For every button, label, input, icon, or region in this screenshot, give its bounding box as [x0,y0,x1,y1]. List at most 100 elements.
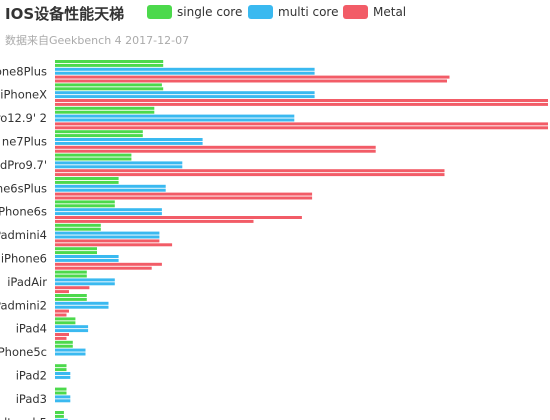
bar-2-2-0[interactable] [55,122,548,126]
bar-0-12-1[interactable] [55,344,73,348]
bar-1-14-1[interactable] [55,399,71,403]
bar-1-10-0[interactable] [55,301,109,305]
bar-0-14-0[interactable] [55,387,67,391]
bar-1-2-1[interactable] [55,118,295,122]
bar-0-11-1[interactable] [55,321,76,325]
bar-1-13-0[interactable] [55,372,71,375]
bar-0-13-1[interactable] [55,368,67,372]
bar-1-3-0[interactable] [55,138,203,141]
bar-0-4-1[interactable] [55,157,132,161]
legend-swatch-0[interactable] [147,5,172,19]
bar-2-9-1[interactable] [55,290,69,294]
bar-2-6-0[interactable] [55,216,302,219]
bar-0-5-1[interactable] [55,180,119,184]
bar-2-8-0[interactable] [55,262,162,266]
bar-1-7-0[interactable] [55,231,160,235]
bar-1-0-1[interactable] [55,71,315,75]
bar-2-4-0[interactable] [55,169,445,173]
bar-1-12-0[interactable] [55,348,86,352]
bar-0-2-0[interactable] [55,106,155,110]
bar-1-5-1[interactable] [55,188,166,192]
bar-2-5-0[interactable] [55,192,313,196]
bar-0-3-1[interactable] [55,134,143,138]
bar-2-10-0[interactable] [55,309,69,313]
bar-2-6-1[interactable] [55,219,254,223]
bar-1-8-0[interactable] [55,255,119,258]
bar-2-9-0[interactable] [55,286,90,290]
bar-2-1-1[interactable] [55,102,548,106]
bar-1-15-0[interactable] [55,418,68,420]
bar-1-7-1[interactable] [55,235,160,239]
bar-2-11-1[interactable] [55,336,67,340]
y-tick-label: dPro9.7' [0,158,47,172]
bar-0-7-0[interactable] [55,223,101,227]
bar-0-7-1[interactable] [55,227,101,231]
bar-2-7-1[interactable] [55,243,173,247]
bar-1-11-1[interactable] [55,329,89,333]
bar-1-8-1[interactable] [55,258,119,262]
legend-label-2[interactable]: Metal [373,5,406,19]
bar-2-8-1[interactable] [55,266,152,270]
bar-1-9-0[interactable] [55,278,115,282]
bar-0-2-1[interactable] [55,110,155,114]
y-tick-label: one8Plus [0,64,47,78]
bar-1-13-1[interactable] [55,375,71,379]
bar-0-10-0[interactable] [55,294,87,297]
bar-0-8-0[interactable] [55,247,97,251]
bar-1-9-1[interactable] [55,282,115,286]
bar-2-5-1[interactable] [55,196,313,200]
bar-1-6-1[interactable] [55,212,162,216]
bar-0-12-0[interactable] [55,340,73,344]
bar-2-10-1[interactable] [55,313,67,317]
bar-0-9-1[interactable] [55,274,87,278]
bar-1-12-1[interactable] [55,352,86,356]
y-tick-label: Padmini2 [0,298,47,312]
bar-1-4-1[interactable] [55,165,183,169]
bar-2-1-0[interactable] [55,99,548,102]
bar-0-6-1[interactable] [55,204,115,208]
bar-2-3-0[interactable] [55,145,376,149]
bar-1-3-1[interactable] [55,141,203,145]
plot-area: one8Plus iPhoneX ro12.9' 2 ne7Plus dPro9.7' n… [0,60,548,420]
bar-0-15-1[interactable] [55,414,64,418]
bar-0-6-0[interactable] [55,200,115,204]
bar-2-3-1[interactable] [55,149,376,153]
legend-label-0[interactable]: single core [177,5,242,19]
legend-swatch-1[interactable] [248,5,273,19]
bar-1-1-1[interactable] [55,95,315,99]
bar-2-0-0[interactable] [55,75,450,79]
bar-0-1-0[interactable] [55,83,162,87]
bar-1-5-0[interactable] [55,184,166,188]
chart-title: IOS设备性能天梯 [5,5,124,23]
bar-0-11-0[interactable] [55,317,76,321]
bar-2-4-1[interactable] [55,173,445,177]
bar-1-10-1[interactable] [55,305,109,309]
bar-0-4-0[interactable] [55,153,132,157]
bar-1-1-0[interactable] [55,91,315,95]
bar-0-3-0[interactable] [55,130,143,134]
bar-1-6-0[interactable] [55,208,162,212]
bar-2-0-1[interactable] [55,79,447,83]
bar-0-5-0[interactable] [55,177,119,180]
y-tick-label: iPhoneX [0,88,47,102]
bar-1-0-0[interactable] [55,67,315,71]
bar-0-14-1[interactable] [55,391,67,395]
bar-0-10-1[interactable] [55,297,87,301]
legend-swatch-2[interactable] [343,5,368,19]
bar-1-2-0[interactable] [55,114,295,118]
bar-0-0-0[interactable] [55,60,164,63]
bar-0-13-0[interactable] [55,364,67,368]
bar-0-9-0[interactable] [55,270,87,274]
legend-label-1[interactable]: multi core [278,5,338,19]
bar-2-7-0[interactable] [55,239,160,243]
bar-2-11-0[interactable] [55,333,69,336]
bar-1-14-0[interactable] [55,395,71,399]
bar-0-0-1[interactable] [55,63,164,67]
bar-1-11-0[interactable] [55,325,89,329]
bar-1-4-0[interactable] [55,161,183,165]
y-tick-label: iPad3 [16,392,47,406]
bar-0-8-1[interactable] [55,251,97,255]
bar-0-1-1[interactable] [55,87,164,91]
bar-2-2-1[interactable] [55,126,548,130]
bar-0-15-0[interactable] [55,411,64,414]
